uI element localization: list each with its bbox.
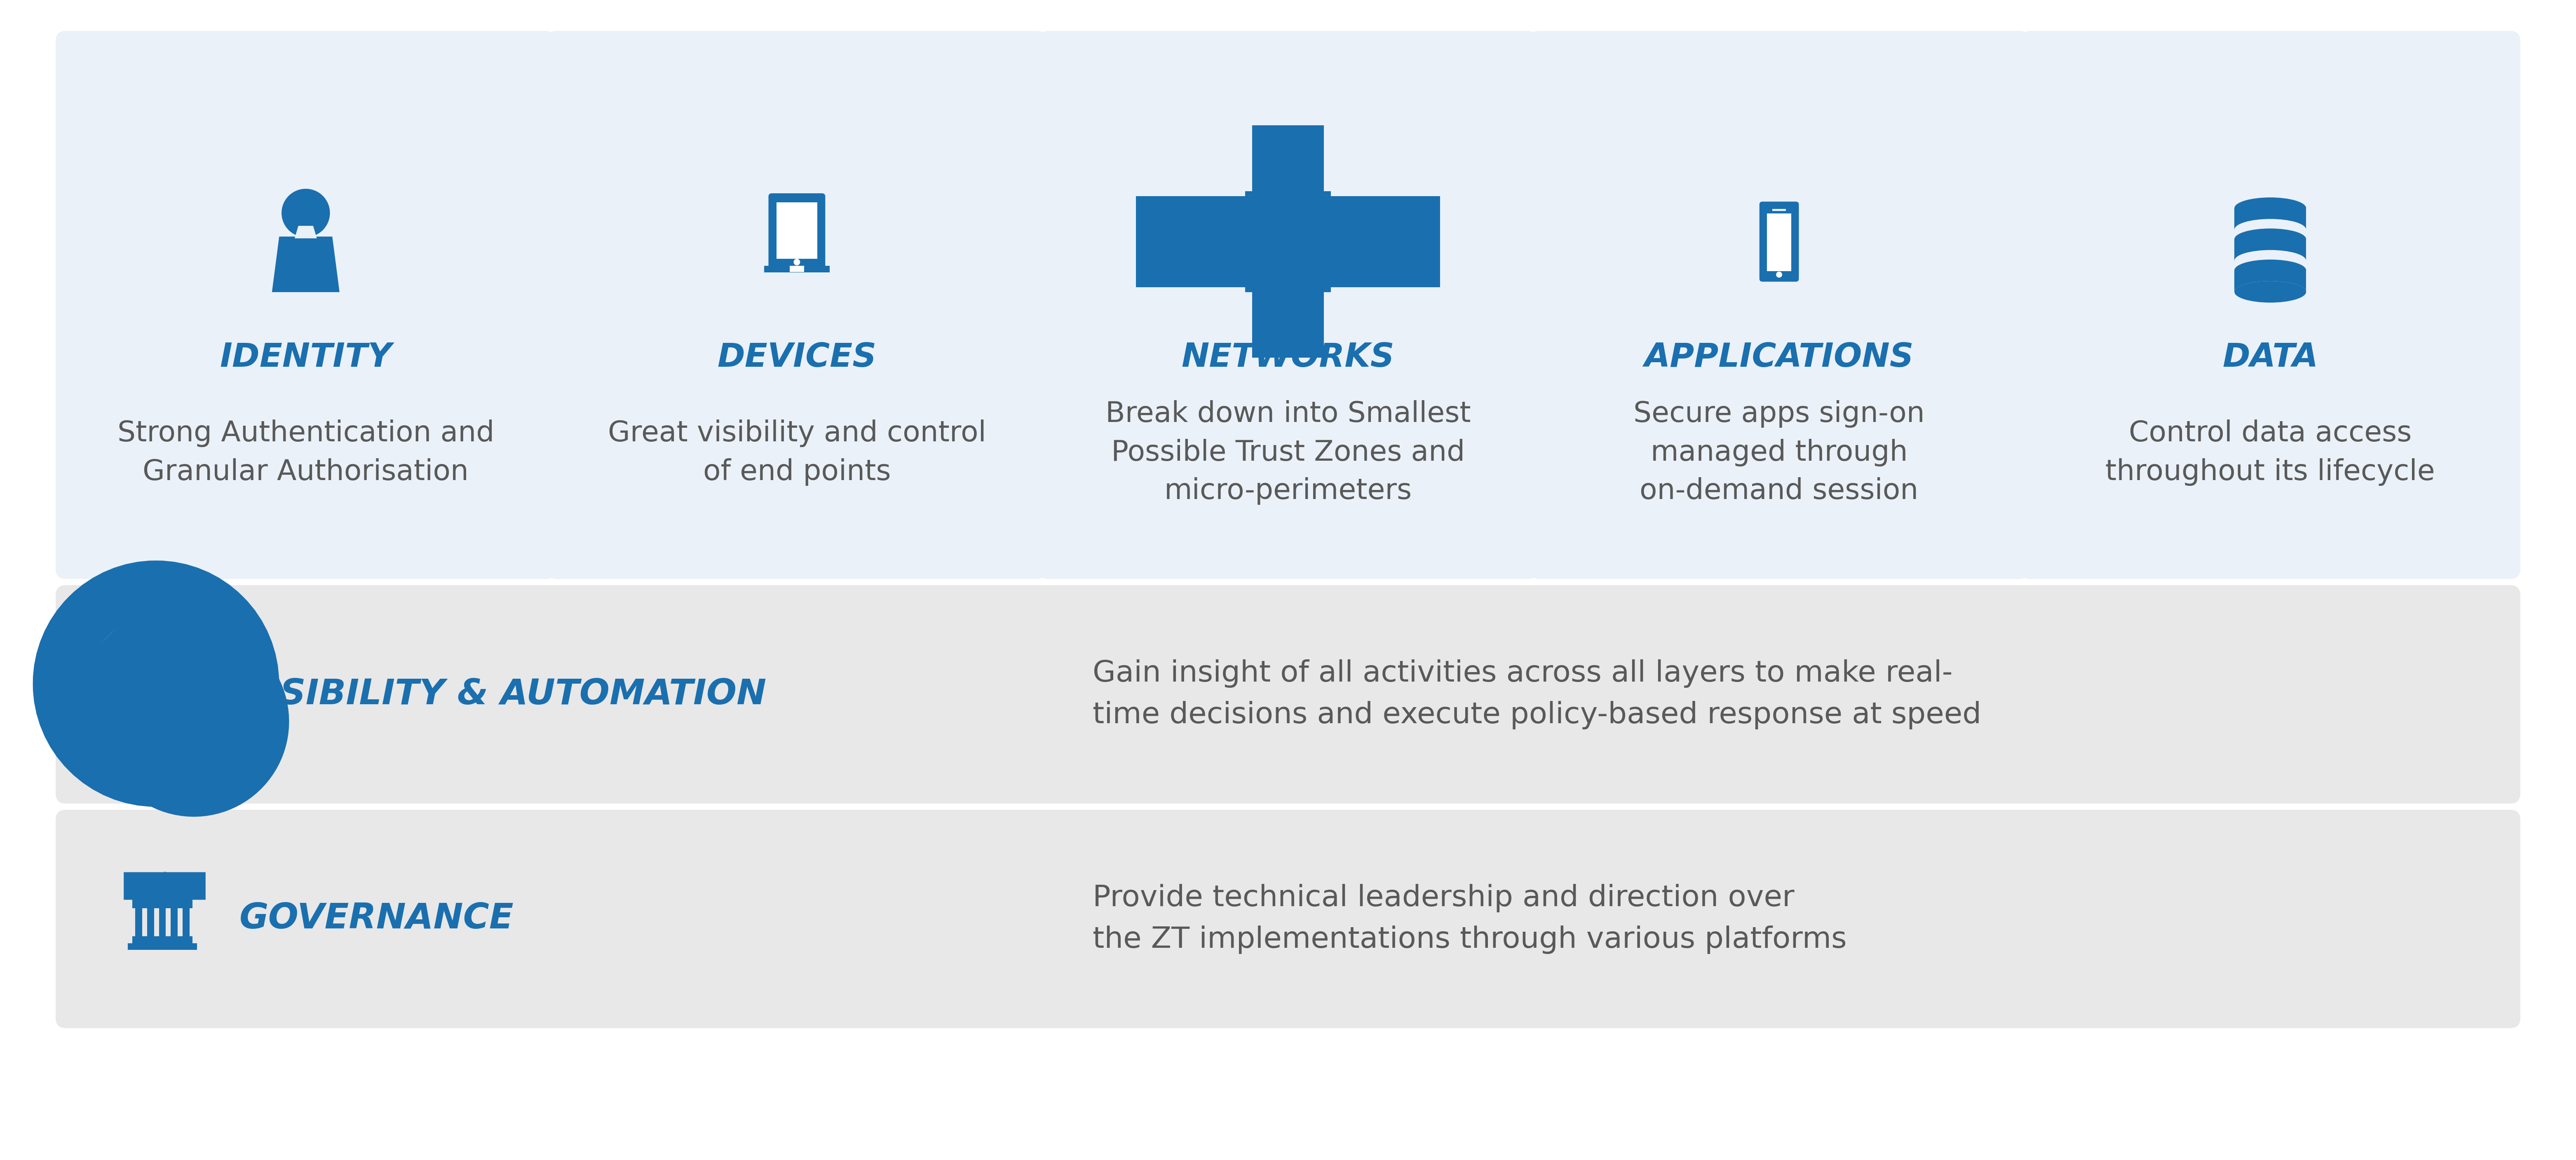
Bar xyxy=(1316,282,1332,292)
Ellipse shape xyxy=(2233,251,2306,271)
Bar xyxy=(1767,213,1790,271)
Ellipse shape xyxy=(2233,260,2306,281)
Bar xyxy=(1772,209,1785,211)
Text: DATA: DATA xyxy=(2223,341,2318,374)
Ellipse shape xyxy=(2233,219,2306,240)
Bar xyxy=(1316,191,1332,201)
Text: Great visibility and control
of end points: Great visibility and control of end poin… xyxy=(608,420,987,486)
Text: DEVICES: DEVICES xyxy=(716,341,876,374)
Text: Control data access
throughout its lifecycle: Control data access throughout its lifec… xyxy=(2105,420,2434,486)
Bar xyxy=(129,943,196,950)
Bar xyxy=(137,908,142,936)
FancyBboxPatch shape xyxy=(2020,31,2519,579)
Bar xyxy=(791,266,804,271)
Bar xyxy=(183,908,191,936)
Ellipse shape xyxy=(2233,197,2306,219)
Text: GOVERNANCE: GOVERNANCE xyxy=(240,901,515,936)
Bar xyxy=(2233,208,2306,230)
FancyBboxPatch shape xyxy=(57,585,2519,804)
Bar xyxy=(1244,191,1260,201)
Text: Provide technical leadership and direction over
the ZT implementations through v: Provide technical leadership and directi… xyxy=(1092,884,1847,954)
Ellipse shape xyxy=(2233,281,2306,303)
Bar xyxy=(160,908,165,936)
FancyBboxPatch shape xyxy=(1530,31,2030,579)
Text: Gain insight of all activities across all layers to make real-
time decisions an: Gain insight of all activities across al… xyxy=(1092,659,1981,730)
Bar xyxy=(170,908,178,936)
Bar xyxy=(1244,282,1260,292)
Bar xyxy=(2233,239,2306,261)
FancyBboxPatch shape xyxy=(57,31,556,579)
Text: Break down into Smallest
Possible Trust Zones and
micro-perimeters: Break down into Smallest Possible Trust … xyxy=(1105,400,1471,505)
Ellipse shape xyxy=(2233,281,2306,303)
Polygon shape xyxy=(296,226,317,238)
Bar xyxy=(765,266,829,273)
Circle shape xyxy=(1777,271,1783,277)
Bar xyxy=(147,908,155,936)
FancyBboxPatch shape xyxy=(1038,31,1538,579)
Bar xyxy=(2233,270,2306,292)
Polygon shape xyxy=(273,237,340,292)
Text: Secure apps sign-on
managed through
on-demand session: Secure apps sign-on managed through on-d… xyxy=(1633,400,1924,505)
Text: Strong Authentication and
Granular Authorisation: Strong Authentication and Granular Autho… xyxy=(118,420,495,486)
Text: IDENTITY: IDENTITY xyxy=(219,341,392,374)
Polygon shape xyxy=(131,886,193,900)
Circle shape xyxy=(281,189,330,237)
Text: APPLICATIONS: APPLICATIONS xyxy=(1643,341,1914,374)
FancyBboxPatch shape xyxy=(57,810,2519,1028)
FancyBboxPatch shape xyxy=(1759,202,1798,282)
Polygon shape xyxy=(165,872,180,886)
Text: NETWORKS: NETWORKS xyxy=(1182,341,1394,374)
Bar xyxy=(131,900,193,908)
Circle shape xyxy=(793,259,801,266)
Bar xyxy=(775,202,817,259)
FancyBboxPatch shape xyxy=(768,194,824,269)
Bar xyxy=(131,936,193,943)
Text: VISIBILITY & AUTOMATION: VISIBILITY & AUTOMATION xyxy=(240,677,768,711)
Ellipse shape xyxy=(2233,229,2306,251)
FancyBboxPatch shape xyxy=(546,31,1046,579)
